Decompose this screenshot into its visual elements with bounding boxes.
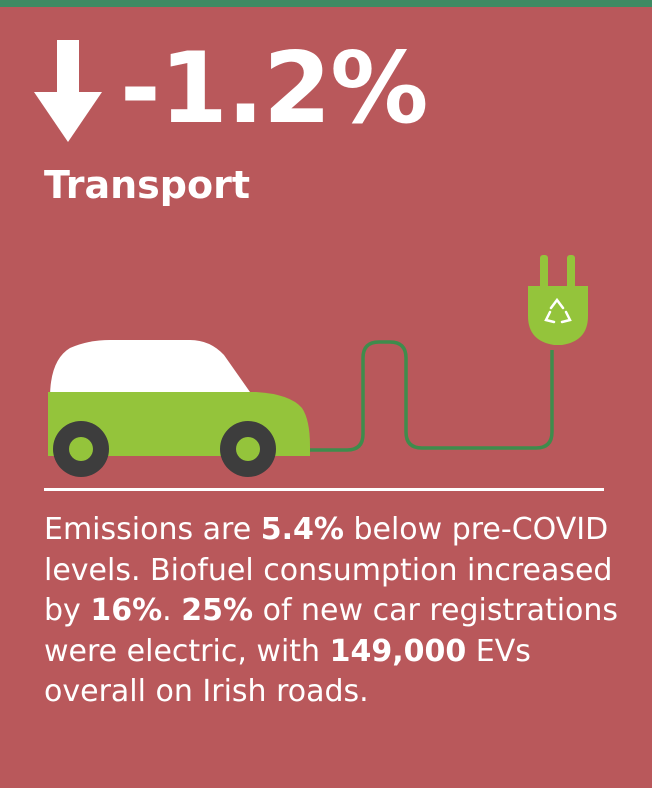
electric-plug-icon bbox=[528, 255, 588, 345]
recycle-icon bbox=[544, 297, 572, 324]
charging-cable bbox=[296, 340, 554, 452]
stat-row: -1.2% bbox=[34, 32, 428, 146]
summary-text-5: EVs overall on Irish roads. bbox=[44, 633, 531, 710]
summary-highlight-ev-share: 25% bbox=[181, 593, 254, 628]
summary-text-4: of new car registrations were electric, … bbox=[44, 593, 619, 669]
summary-highlight-ev-count: 149,000 bbox=[329, 633, 467, 669]
electric-car-illustration bbox=[48, 255, 588, 477]
top-accent-strip bbox=[0, 0, 652, 7]
summary-text: Emissions are 5.4% below pre-COVID level… bbox=[44, 510, 624, 713]
summary-highlight-biofuel: 16% bbox=[90, 593, 163, 628]
summary-highlight-emissions: 5.4% bbox=[260, 512, 344, 547]
summary-text-1: Emissions are bbox=[44, 512, 261, 547]
change-value: -1.2% bbox=[120, 32, 428, 146]
summary-text-3: . bbox=[162, 593, 182, 628]
summary-text-2: below pre-COVID levels. Biofuel consumpt… bbox=[44, 512, 613, 628]
divider bbox=[44, 488, 604, 491]
electric-car-icon bbox=[48, 340, 310, 477]
sector-title: Transport bbox=[44, 163, 251, 207]
down-arrow-icon bbox=[34, 40, 102, 142]
